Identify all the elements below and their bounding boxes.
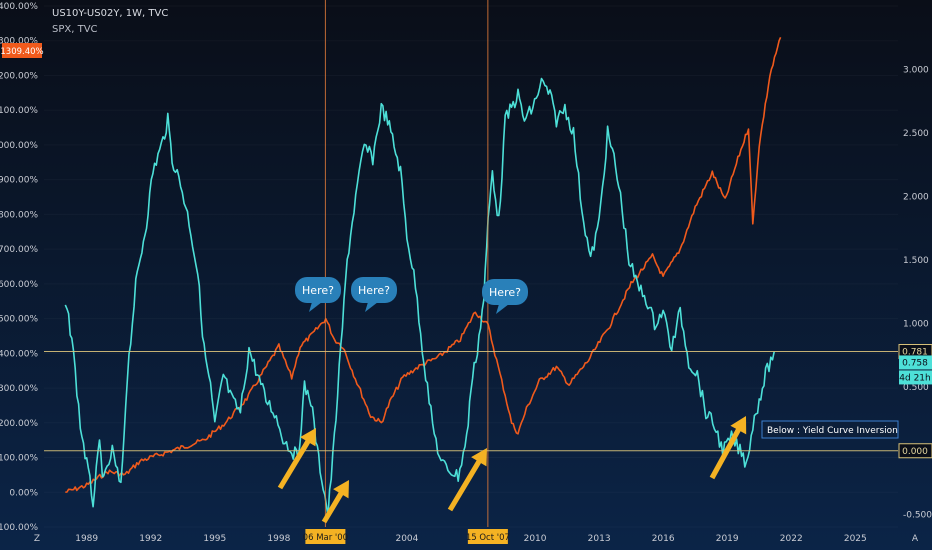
- left-axis-tick-label: -100.00%: [0, 523, 38, 533]
- annotation-layer: Here? Here? Here? Below : Yield Curve Inver…: [44, 0, 899, 527]
- left-axis-tick-label: 1300.00%: [0, 37, 38, 47]
- left-axis-tick-label: 200.00%: [0, 419, 38, 429]
- left-axis-tick-label: 1200.00%: [0, 71, 38, 81]
- yield-value-badge: [899, 355, 932, 370]
- countdown-badge-text: 4d 21h: [899, 373, 930, 383]
- left-axis-tick-label: 900.00%: [0, 176, 38, 186]
- x-axis-tick-label: 2019: [716, 534, 739, 544]
- arrow-annotation: [277, 428, 316, 490]
- series-line-yield-curve: [64, 77, 775, 518]
- spx-value-badge: [2, 43, 42, 58]
- callout-bubble-text: Here?: [302, 284, 334, 297]
- date-badge: [467, 529, 508, 544]
- spx-value-badge-text: 1309.40%: [0, 47, 43, 57]
- inversion-label-text: Below : Yield Curve Inversion: [767, 426, 898, 436]
- right-axis-tick-label: 0.500: [903, 383, 929, 393]
- arrow-annotation: [447, 448, 487, 512]
- callout-bubble-text: Here?: [489, 286, 521, 299]
- left-axis-tick-label: 1100.00%: [0, 106, 38, 116]
- left-axis-tick-label: 300.00%: [0, 384, 38, 394]
- left-axis-tick-label: 400.00%: [0, 349, 38, 359]
- corner-label-right: A: [912, 534, 919, 544]
- right-axis-tick-label: 3.000: [903, 66, 929, 76]
- left-axis-tick-label: 1000.00%: [0, 141, 38, 151]
- right-axis-tick-label: 2.500: [903, 129, 929, 139]
- right-axis-tick-label: 1.000: [903, 320, 929, 330]
- callout-bubble-tail: [365, 302, 378, 312]
- callout-bubble: [351, 277, 397, 303]
- left-axis-tick-label: 1400.00%: [0, 2, 38, 12]
- callout-bubble: [295, 277, 341, 303]
- left-axis-tick-label: 600.00%: [0, 280, 38, 290]
- callout-bubble: [482, 279, 528, 305]
- x-axis-tick-label: 1989: [75, 534, 98, 544]
- chart-title: US10Y-US02Y, 1W, TVC: [52, 8, 169, 19]
- date-badge-text: 06 Mar '00: [303, 533, 348, 543]
- right-axis-tick-label: -0.500: [903, 510, 932, 520]
- reference-line-badge-text: 0.781: [902, 348, 928, 358]
- inversion-label-box: [761, 420, 899, 439]
- x-axis-tick-label: 2016: [652, 534, 675, 544]
- series-line-spx: [65, 36, 782, 493]
- countdown-badge: [899, 370, 932, 385]
- x-axis-tick-label: 2025: [844, 534, 867, 544]
- date-badge: [305, 529, 346, 544]
- reference-line-badge: [898, 443, 932, 459]
- callout-bubble-tail: [496, 304, 509, 314]
- x-axis-tick-label: 2010: [524, 534, 547, 544]
- reference-line-badge-text: 0.000: [902, 447, 928, 457]
- arrow-annotation: [321, 480, 349, 524]
- left-axis-tick-label: 0.00%: [9, 488, 38, 498]
- chart-subtitle: SPX, TVC: [52, 24, 98, 35]
- right-axis-tick-label: 2.000: [903, 193, 929, 203]
- yield-value-badge-text: 0.758: [902, 358, 928, 368]
- series-layer: [64, 36, 782, 518]
- arrow-annotation: [709, 416, 747, 480]
- x-axis-tick-label: 2013: [588, 534, 611, 544]
- left-axis-tick-label: 800.00%: [0, 210, 38, 220]
- right-axis-tick-label: 1.500: [903, 256, 929, 266]
- left-axis-tick-label: 700.00%: [0, 245, 38, 255]
- left-axis-tick-label: 500.00%: [0, 315, 38, 325]
- callout-bubble-tail: [309, 302, 322, 312]
- corner-label-left: Z: [34, 534, 40, 544]
- callout-bubble-text: Here?: [358, 284, 390, 297]
- x-axis-tick-label: 1995: [203, 534, 226, 544]
- x-axis-tick-label: 2004: [395, 534, 418, 544]
- left-axis-tick-label: 100.00%: [0, 454, 38, 464]
- x-axis-tick-label: 1992: [139, 534, 162, 544]
- x-axis-tick-label: 2022: [780, 534, 803, 544]
- x-axis-tick-label: 1998: [267, 534, 290, 544]
- date-badge-text: 15 Oct '07: [466, 533, 510, 543]
